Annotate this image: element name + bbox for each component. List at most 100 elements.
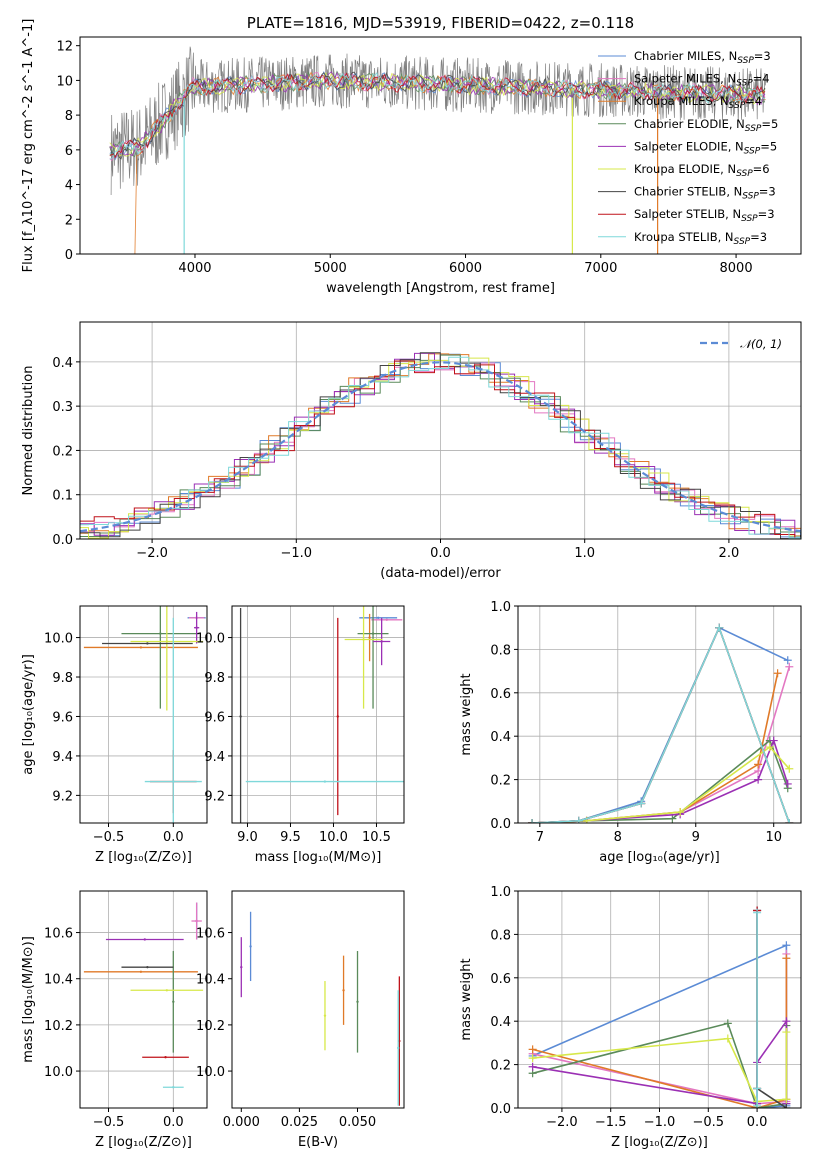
x-axis-label: Z [log₁₀(Z/Z⊙)] bbox=[95, 850, 192, 865]
x-tick-label: 5000 bbox=[314, 261, 347, 276]
weight-marker bbox=[785, 819, 794, 823]
x-tick-label: 6000 bbox=[449, 261, 482, 276]
weight-marker bbox=[528, 1054, 537, 1063]
errorbar-point bbox=[336, 715, 339, 718]
histogram-series bbox=[80, 352, 801, 539]
y-tick-label: 0.8 bbox=[490, 928, 511, 943]
plot-area bbox=[518, 891, 801, 1108]
y-tick-label: 0.0 bbox=[490, 817, 511, 832]
errorbar-point bbox=[159, 632, 162, 635]
y-tick-label: 0.6 bbox=[490, 687, 511, 702]
axes-frame bbox=[79, 321, 802, 540]
legend-label: Salpeter MILES, NSSP=4 bbox=[634, 72, 770, 89]
legend-label: Kroupa STELIB, NSSP=3 bbox=[634, 230, 767, 247]
y-tick-label: 10.2 bbox=[196, 1019, 225, 1034]
errorbar-point bbox=[249, 945, 252, 948]
x-tick-label: 0.0 bbox=[163, 1115, 184, 1130]
weight-marker bbox=[574, 816, 583, 823]
y-tick-label: 2 bbox=[65, 213, 73, 228]
panel-8: −2.0 −1.5 −1.0 −0.5 0.0 0.0 0.2 0.4 0.6 0.8 1.0 Z [… bbox=[459, 885, 802, 1150]
errorbar-point bbox=[342, 989, 345, 992]
histogram-series bbox=[80, 360, 801, 539]
x-tick-label: 0.025 bbox=[281, 1115, 318, 1130]
y-axis-label: Flux [f_λ10^-17 erg cm^-2 s^-1 A^-1] bbox=[21, 19, 36, 273]
axes-frame bbox=[231, 605, 405, 824]
y-tick-label: 10.4 bbox=[196, 973, 225, 988]
weight-marker bbox=[783, 779, 792, 788]
y-tick-label: 0.0 bbox=[52, 533, 73, 548]
errorbar-point bbox=[323, 780, 327, 783]
y-axis-label: Normed distribution bbox=[21, 366, 36, 496]
x-axis-label: E(B-V) bbox=[298, 1135, 338, 1150]
legend-label: Salpeter STELIB, NSSP=3 bbox=[634, 207, 775, 224]
errorbar-point bbox=[239, 715, 242, 718]
normal-curve bbox=[80, 361, 801, 533]
errorbar-point bbox=[165, 989, 169, 992]
plot-area bbox=[240, 911, 401, 1106]
y-tick-label: 10.2 bbox=[44, 1019, 73, 1034]
y-tick-label: 10.0 bbox=[196, 1065, 225, 1080]
panel-7: 0.000 0.025 0.050 10.0 10.2 10.4 10.6 E(B-V) bbox=[196, 890, 405, 1150]
y-tick-label: 0.4 bbox=[490, 1015, 511, 1030]
x-tick-label: 0.000 bbox=[223, 1115, 260, 1130]
errorbar-point bbox=[143, 938, 146, 941]
weight-marker bbox=[769, 736, 778, 745]
x-tick-label: 8 bbox=[614, 830, 622, 845]
y-tick-label: 0.6 bbox=[490, 972, 511, 987]
legend-label: 𝒩(0, 1) bbox=[740, 337, 782, 351]
x-tick-label: 7000 bbox=[584, 261, 617, 276]
weight-line bbox=[531, 626, 789, 823]
legend-label: Kroupa ELODIE, NSSP=6 bbox=[634, 162, 770, 179]
errorbar-point bbox=[371, 632, 375, 635]
axes-frame bbox=[79, 605, 208, 824]
x-tick-label: 0.0 bbox=[747, 1115, 768, 1130]
errorbar-point bbox=[195, 626, 198, 629]
legend-label: Chabrier MILES, NSSP=3 bbox=[634, 49, 771, 66]
plot-area bbox=[80, 322, 801, 539]
weight-marker bbox=[754, 775, 763, 784]
errorbar-point bbox=[172, 1000, 175, 1004]
y-tick-label: 10.6 bbox=[44, 927, 73, 942]
errorbar-point bbox=[139, 970, 143, 973]
weight-marker bbox=[754, 760, 763, 769]
y-tick-label: 0.3 bbox=[52, 400, 73, 415]
errorbar-point bbox=[172, 1086, 175, 1089]
weight-line bbox=[531, 666, 791, 823]
x-axis-label: Z [log₁₀(Z/Z⊙)] bbox=[95, 1135, 192, 1150]
axes-frame bbox=[231, 890, 405, 1109]
errorbar-point bbox=[356, 1000, 359, 1004]
chart-title: PLATE=1816, MJD=53919, FIBERID=0422, z=0… bbox=[247, 14, 634, 32]
axes-frame bbox=[517, 605, 802, 824]
errorbar-point bbox=[323, 1014, 327, 1017]
errorbar-point bbox=[362, 638, 365, 641]
weight-marker bbox=[785, 662, 794, 671]
y-tick-label: 6 bbox=[65, 144, 73, 159]
x-tick-label: 1.0 bbox=[574, 546, 595, 561]
errorbar-point bbox=[195, 919, 198, 923]
weight-marker bbox=[785, 764, 794, 773]
plot-area bbox=[232, 606, 404, 823]
y-tick-label: 10.0 bbox=[196, 632, 225, 647]
plot-area bbox=[518, 606, 801, 823]
y-tick-label: 0.4 bbox=[490, 730, 511, 745]
x-tick-label: −2.0 bbox=[136, 546, 168, 561]
errorbar-point bbox=[139, 646, 143, 649]
x-tick-label: 9.5 bbox=[280, 830, 301, 845]
plot-area bbox=[80, 891, 207, 1108]
y-tick-label: 9.6 bbox=[52, 710, 73, 725]
x-tick-label: −0.5 bbox=[93, 1115, 125, 1130]
weight-marker bbox=[668, 814, 677, 823]
weight-line bbox=[531, 738, 789, 823]
y-tick-label: 0 bbox=[65, 248, 73, 263]
weight-marker bbox=[782, 1095, 791, 1104]
weight-marker bbox=[528, 1062, 537, 1071]
x-tick-label: −0.5 bbox=[93, 830, 125, 845]
weight-line bbox=[531, 625, 791, 823]
x-tick-label: 9.0 bbox=[237, 830, 258, 845]
x-tick-label: 8000 bbox=[720, 261, 753, 276]
errorbar-point bbox=[396, 1046, 400, 1050]
weight-marker bbox=[723, 1019, 732, 1028]
y-tick-label: 9.2 bbox=[52, 789, 73, 804]
x-tick-label: 9 bbox=[692, 830, 700, 845]
model-spectrum bbox=[109, 71, 766, 160]
